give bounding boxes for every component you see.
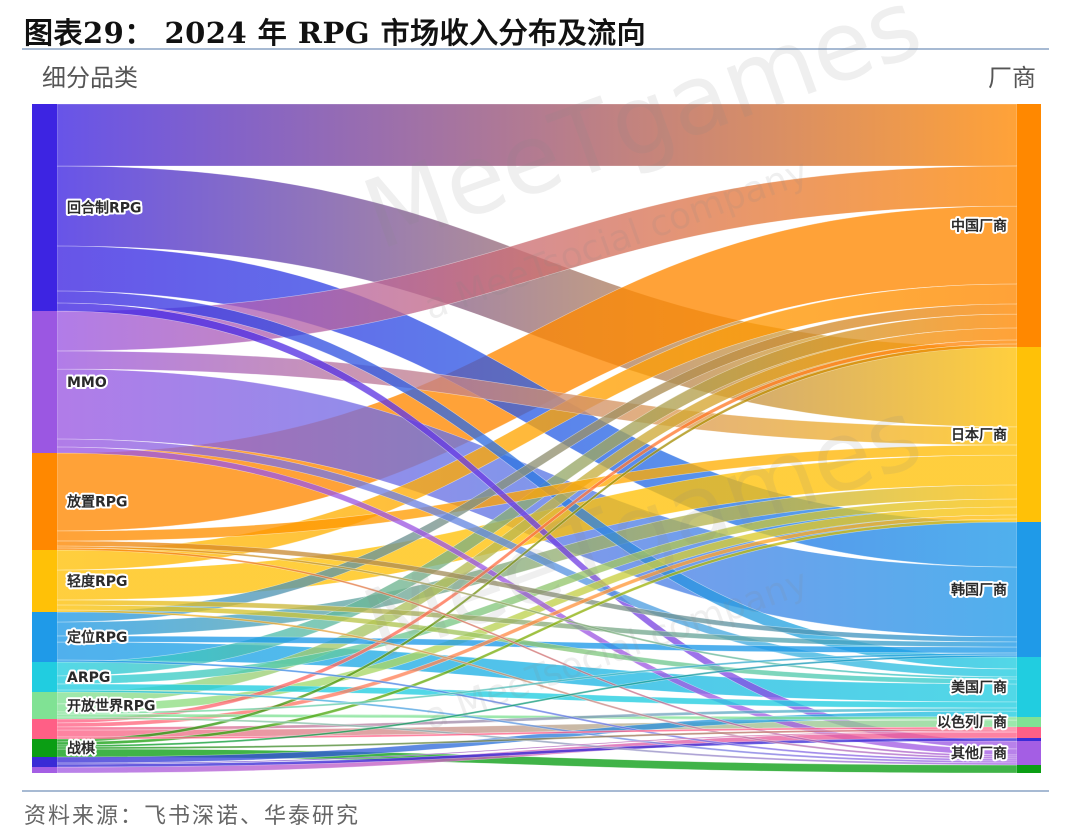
- source-node: [32, 311, 57, 453]
- target-node: [1017, 741, 1041, 765]
- target-node: [1017, 522, 1041, 657]
- target-node-label: 韩国厂商: [951, 582, 1007, 599]
- target-node: [1017, 347, 1041, 522]
- source-node-label: 回合制RPG: [67, 200, 142, 217]
- target-node: [1017, 765, 1041, 773]
- target-node: [1017, 738, 1041, 741]
- target-node: [1017, 657, 1041, 717]
- source-node: [32, 757, 57, 767]
- nodes-layer: [32, 104, 1041, 773]
- source-node: [32, 739, 57, 757]
- source-node-label: MMO: [67, 375, 107, 391]
- source-node-label: 定位RPG: [67, 629, 128, 646]
- source-node-label: 放置RPG: [66, 494, 128, 511]
- source-node: [32, 662, 57, 692]
- source-node-label: 开放世界RPG: [67, 698, 156, 715]
- source-node: [32, 550, 57, 612]
- target-node-label: 日本厂商: [951, 427, 1007, 444]
- figure-title: 图表29： 2024 年 RPG 市场收入分布及流向: [24, 16, 647, 50]
- target-node-label: 其他厂商: [951, 745, 1007, 762]
- bottom-divider: [22, 790, 1049, 792]
- source-node: [32, 719, 57, 739]
- target-node-label: 以色列厂商: [937, 714, 1007, 731]
- source-node: [32, 453, 57, 550]
- target-node-label: 中国厂商: [951, 218, 1007, 235]
- target-node: [1017, 717, 1041, 727]
- source-node-label: ARPG: [67, 670, 110, 686]
- source-node: [32, 104, 57, 311]
- source-node-label: 战棋: [67, 740, 95, 757]
- source-column-header: 细分品类: [42, 64, 138, 92]
- target-node: [1017, 727, 1041, 738]
- sankey-chart: MeeTgames a MeeTsocial company MeeTgames…: [32, 0, 1041, 774]
- target-column-header: 厂商: [988, 64, 1036, 92]
- source-note: 资料来源：飞书深诺、华泰研究: [24, 804, 361, 829]
- source-node-label: 轻度RPG: [67, 573, 128, 590]
- top-divider: [22, 48, 1049, 50]
- source-node: [32, 612, 57, 662]
- target-node-label: 美国厂商: [951, 679, 1007, 696]
- source-node: [32, 767, 57, 773]
- source-node: [32, 692, 57, 719]
- target-node: [1017, 104, 1041, 347]
- labels-layer: 回合制RPG MMO 放置RPG 轻度RPG 定位RPG ARPG 开放世界RPG 战棋 中国厂…: [64, 198, 1009, 765]
- links-layer: [56, 103, 1018, 774]
